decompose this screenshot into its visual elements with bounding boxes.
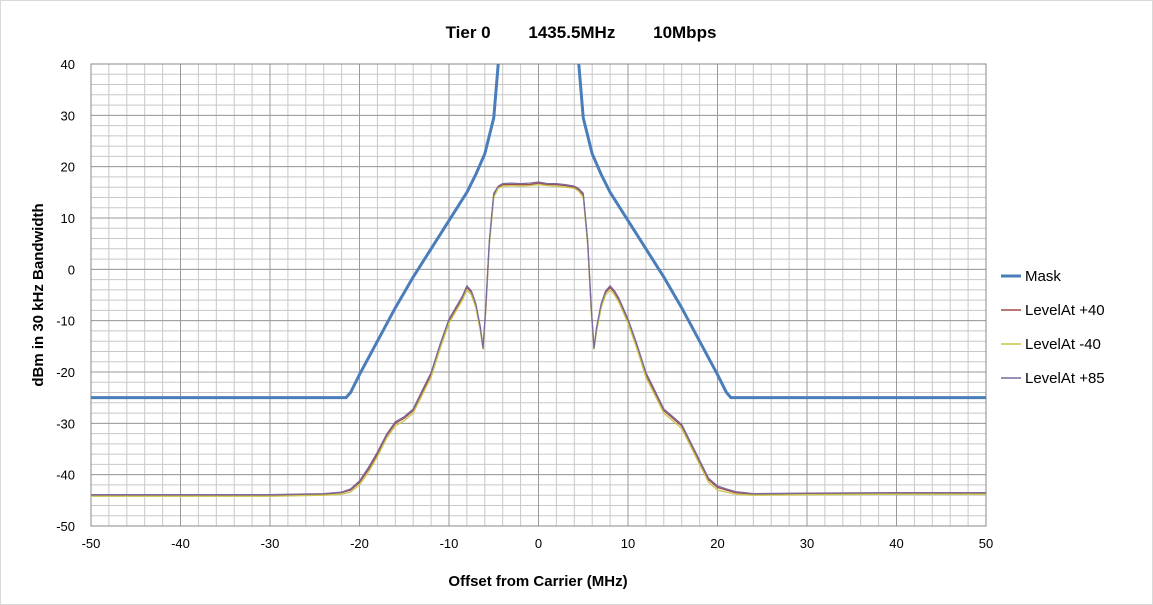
- series-line-levelat-40: [91, 183, 986, 497]
- x-tick-label: -50: [82, 536, 101, 551]
- y-tick-label: 0: [68, 262, 75, 277]
- y-tick-label: -10: [56, 314, 75, 329]
- x-tick-label: 40: [889, 536, 903, 551]
- x-tick-label: -30: [261, 536, 280, 551]
- series-line-levelat-85: [91, 181, 986, 496]
- y-tick-label: 30: [61, 108, 75, 123]
- x-tick-label: -40: [171, 536, 190, 551]
- series-layer: [91, 64, 986, 497]
- series-line-levelat-40: [91, 182, 986, 496]
- series-line-mask: [91, 64, 500, 400]
- y-tick-label: -20: [56, 365, 75, 380]
- y-tick-label: 20: [61, 160, 75, 175]
- series-line-mask: [577, 64, 986, 400]
- legend-entry: LevelAt +85: [1025, 370, 1105, 387]
- legend: Mask LevelAt +40 LevelAt -40 LevelAt +85: [1001, 268, 1105, 387]
- y-axis-label: dBm in 30 kHz Bandwidth: [30, 203, 47, 386]
- tick-labels: -50 -40 -30 -20 -10 0 10 20 30 40 50 -50 -40 -30 -20 -1…: [56, 57, 993, 551]
- y-tick-label: -30: [56, 416, 75, 431]
- x-tick-label: 10: [621, 536, 635, 551]
- x-tick-label: 50: [979, 536, 993, 551]
- x-tick-label: 30: [800, 536, 814, 551]
- chart-title: Tier 0 1435.5MHz 10Mbps: [446, 23, 717, 42]
- x-tick-label: -20: [350, 536, 369, 551]
- y-tick-label: -50: [56, 519, 75, 534]
- plot-area-border: [90, 63, 987, 527]
- y-tick-label: -40: [56, 468, 75, 483]
- y-tick-label: 40: [61, 57, 75, 72]
- x-tick-label: -10: [440, 536, 459, 551]
- y-tick-label: 10: [61, 211, 75, 226]
- grid-layer: [90, 63, 987, 527]
- x-axis-label: Offset from Carrier (MHz): [448, 573, 627, 590]
- legend-entry: Mask: [1025, 268, 1061, 285]
- x-tick-label: 0: [535, 536, 542, 551]
- x-tick-label: 20: [710, 536, 724, 551]
- legend-entry: LevelAt +40: [1025, 302, 1105, 319]
- legend-entry: LevelAt -40: [1025, 336, 1101, 353]
